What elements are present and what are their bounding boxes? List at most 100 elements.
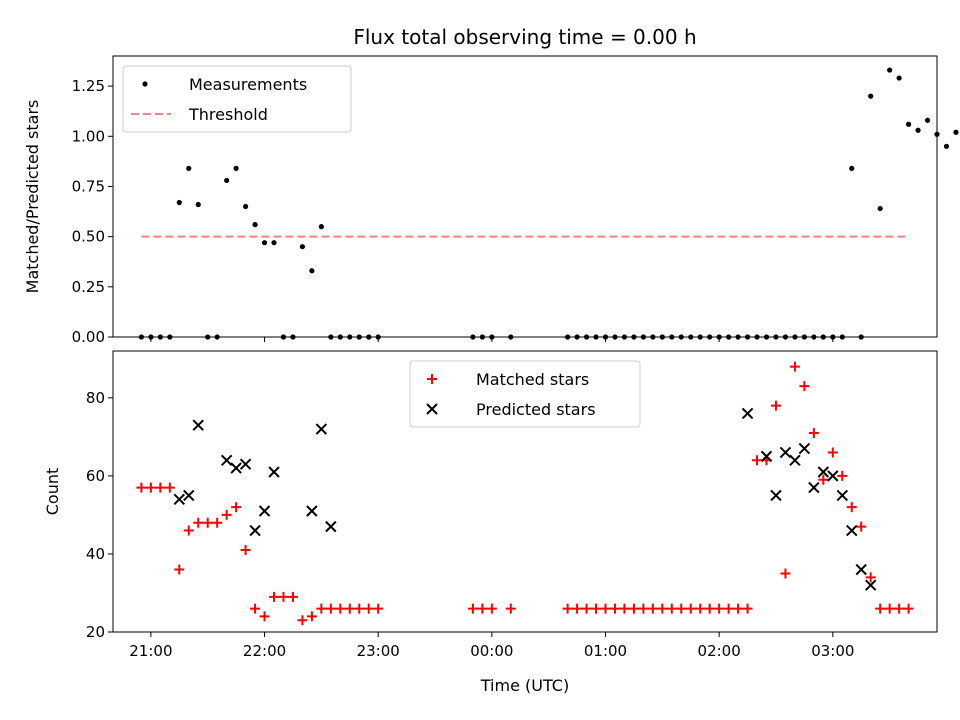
data-point: [864, 579, 877, 591]
data-point: [657, 603, 668, 614]
data-point: [760, 450, 773, 463]
data-point: [193, 517, 204, 528]
data-point: [287, 591, 298, 602]
data-point: [704, 603, 715, 614]
y-axis-label: Count: [43, 468, 62, 516]
data-point: [202, 517, 213, 528]
data-point: [562, 603, 573, 614]
x-tick-label: 00:00: [470, 642, 513, 660]
legend-label: Measurements: [189, 75, 307, 94]
data-point: [827, 447, 838, 458]
legend-frame: [409, 360, 641, 428]
y-tick-label: 80: [86, 389, 105, 407]
data-point: [249, 524, 261, 537]
data-point: [174, 564, 185, 575]
data-point: [240, 545, 251, 556]
data-point: [695, 603, 706, 614]
data-point: [278, 591, 289, 602]
data-point: [894, 603, 905, 614]
x-axis-label: Time (UTC): [480, 676, 569, 695]
data-point: [354, 603, 365, 614]
data-point: [915, 127, 921, 133]
data-point: [186, 165, 192, 171]
series-matched-stars: [136, 361, 914, 626]
legend-frame: [122, 65, 352, 133]
y-axis-label: Matched/Predicted stars: [23, 100, 42, 294]
data-point: [344, 603, 355, 614]
data-point: [335, 603, 346, 614]
legend-label: Predicted stars: [476, 400, 596, 419]
data-point: [183, 525, 194, 536]
x-tick-label: 03:00: [811, 642, 854, 660]
data-point: [297, 615, 308, 626]
data-point: [903, 603, 914, 614]
data-point: [770, 400, 781, 411]
data-point: [136, 482, 147, 493]
data-point: [486, 603, 497, 614]
data-point: [619, 603, 630, 614]
data-point: [164, 482, 175, 493]
plot-frame: [112, 55, 938, 338]
x-tick-label: 01:00: [584, 642, 627, 660]
data-point: [817, 466, 830, 478]
data-point: [638, 603, 649, 614]
data-point: [609, 603, 620, 614]
series-predicted-stars: [173, 407, 877, 591]
data-point: [183, 489, 195, 502]
data-point: [676, 603, 687, 614]
legend-label: Threshold: [188, 105, 268, 124]
data-point: [221, 509, 232, 520]
data-point: [846, 524, 858, 537]
data-point: [309, 268, 315, 274]
data-point: [318, 224, 324, 230]
data-point: [779, 446, 792, 459]
data-point: [505, 603, 516, 614]
x-tick-label: 22:00: [243, 642, 286, 660]
data-point: [752, 455, 763, 466]
y-tick-label: 20: [86, 623, 105, 641]
data-point: [818, 474, 829, 485]
data-point: [714, 603, 725, 614]
data-point: [723, 603, 734, 614]
data-point: [155, 482, 166, 493]
data-point: [306, 505, 318, 517]
bottom-panel: 20 40 60 80 21:00 22:00 23:00 00:00 01:00 02:00 03…: [43, 350, 938, 695]
data-point: [741, 407, 754, 420]
data-point: [875, 603, 886, 614]
data-point: [192, 419, 204, 431]
data-point: [269, 591, 280, 602]
data-point: [271, 240, 277, 246]
data-point: [252, 222, 258, 228]
chart-title: Flux total observing time = 0.00 h: [353, 25, 696, 49]
data-point: [770, 489, 782, 502]
y-tick-label: 60: [86, 467, 105, 485]
data-point: [176, 199, 182, 206]
legend-marker: [427, 374, 437, 384]
data-point: [299, 244, 306, 250]
data-point: [877, 205, 883, 212]
data-point: [258, 505, 271, 517]
y-tick-label: 1.00: [72, 127, 105, 145]
data-point: [827, 470, 839, 482]
data-point: [647, 603, 658, 614]
data-point: [846, 502, 857, 513]
data-point: [315, 423, 328, 435]
data-point: [742, 603, 753, 614]
data-point: [837, 470, 848, 481]
data-point: [572, 603, 583, 614]
data-point: [231, 502, 242, 513]
data-point: [242, 203, 249, 210]
plot-frame: [112, 350, 938, 633]
data-point: [477, 603, 488, 614]
data-point: [733, 603, 744, 614]
data-point: [953, 129, 959, 135]
data-point: [325, 603, 336, 614]
x-tick-label: 02:00: [698, 642, 741, 660]
x-tick-label: 23:00: [357, 642, 400, 660]
data-point: [581, 603, 592, 614]
data-point: [325, 520, 337, 533]
data-point: [233, 165, 239, 171]
data-point: [259, 611, 270, 622]
data-point: [628, 603, 639, 614]
